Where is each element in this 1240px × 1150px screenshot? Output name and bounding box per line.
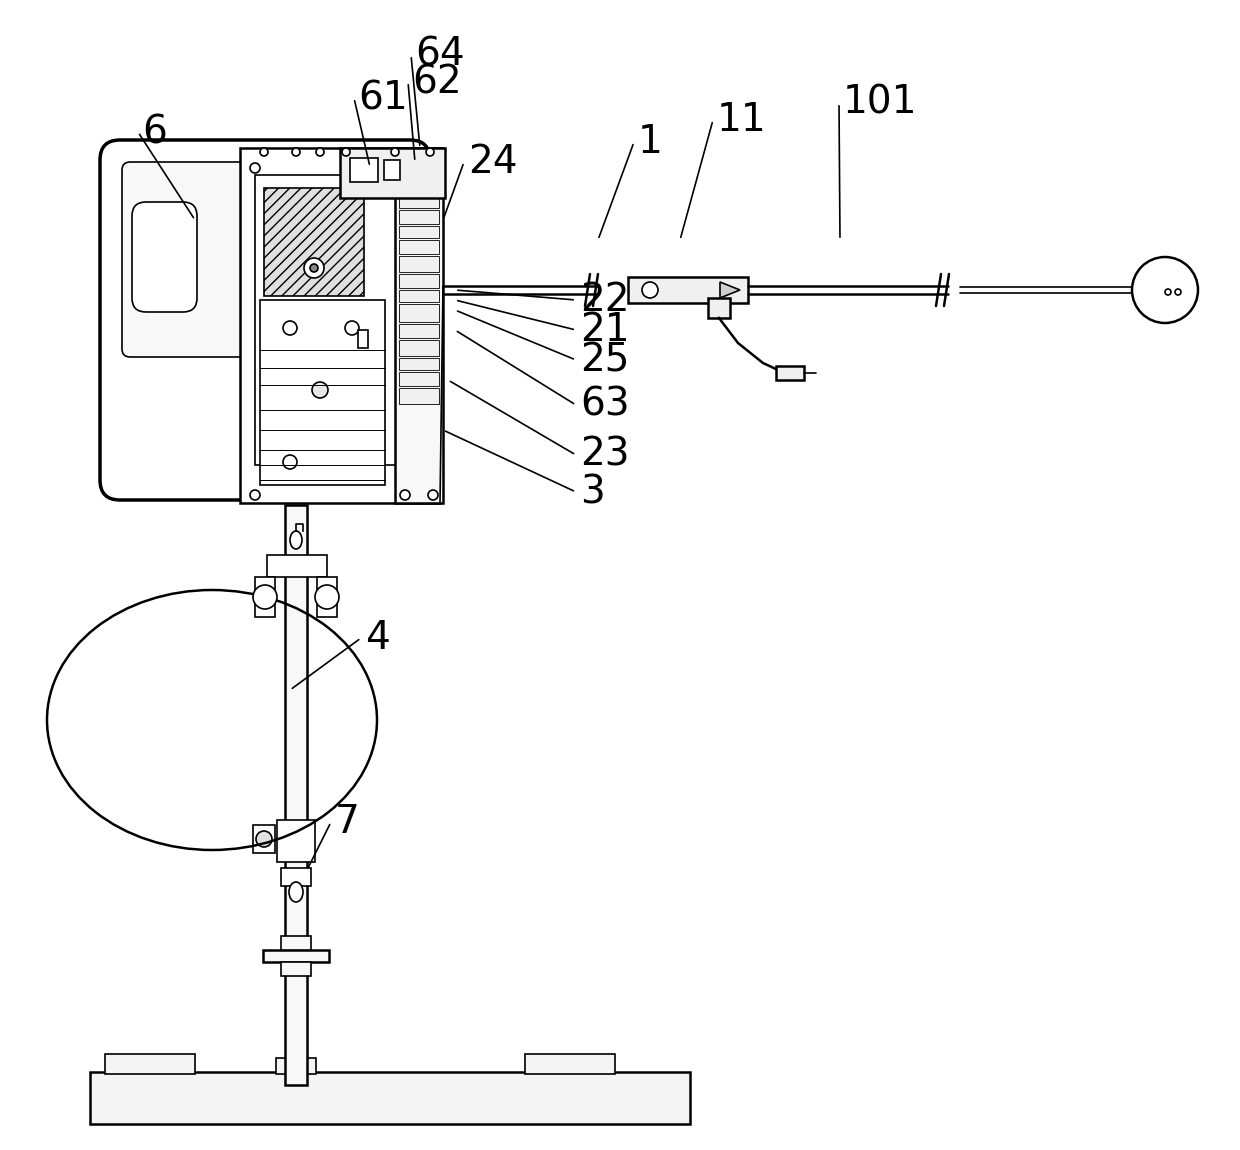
Circle shape <box>255 831 272 848</box>
Bar <box>384 160 401 181</box>
Bar <box>317 577 337 618</box>
Circle shape <box>428 490 438 500</box>
Text: 22: 22 <box>580 281 630 319</box>
Text: 101: 101 <box>843 84 918 122</box>
Text: 62: 62 <box>412 63 461 101</box>
Text: 25: 25 <box>580 342 630 380</box>
Circle shape <box>250 490 260 500</box>
Bar <box>241 148 440 503</box>
Circle shape <box>260 148 268 156</box>
Circle shape <box>310 264 317 273</box>
Bar <box>399 340 439 356</box>
Circle shape <box>401 490 410 500</box>
Bar <box>255 577 275 618</box>
Bar <box>399 256 439 273</box>
Text: 1: 1 <box>639 123 663 161</box>
Bar <box>399 176 439 190</box>
Circle shape <box>253 585 277 610</box>
Bar <box>399 192 439 208</box>
FancyBboxPatch shape <box>100 140 430 500</box>
Text: 23: 23 <box>580 436 630 474</box>
Circle shape <box>345 321 360 335</box>
Bar <box>91 1072 689 1124</box>
Circle shape <box>401 151 410 161</box>
Bar <box>277 820 315 862</box>
Bar <box>399 227 439 238</box>
Circle shape <box>391 148 399 156</box>
Circle shape <box>304 258 324 278</box>
Circle shape <box>1166 289 1171 296</box>
Bar <box>399 304 439 322</box>
Text: 6: 6 <box>143 113 167 151</box>
Circle shape <box>283 455 298 469</box>
Text: 3: 3 <box>580 473 605 511</box>
Bar <box>255 175 425 465</box>
Circle shape <box>1132 256 1198 323</box>
Bar <box>399 240 439 254</box>
Bar <box>277 1058 316 1074</box>
Bar <box>399 388 439 404</box>
Circle shape <box>428 151 438 161</box>
Circle shape <box>250 163 260 172</box>
Bar <box>399 371 439 386</box>
Text: 7: 7 <box>335 803 360 841</box>
Bar <box>264 187 365 296</box>
Bar <box>267 555 327 577</box>
Bar <box>399 324 439 338</box>
FancyBboxPatch shape <box>122 162 298 356</box>
Bar <box>399 290 439 302</box>
Circle shape <box>283 321 298 335</box>
Ellipse shape <box>289 882 303 902</box>
Bar <box>281 936 311 950</box>
Bar <box>281 963 311 976</box>
Bar <box>260 300 384 485</box>
Bar <box>350 158 378 182</box>
Bar <box>396 148 443 503</box>
Bar <box>525 1055 615 1074</box>
Text: 24: 24 <box>467 143 517 181</box>
Bar <box>253 825 275 853</box>
Ellipse shape <box>290 531 303 549</box>
Bar <box>263 950 329 963</box>
Bar <box>105 1055 195 1074</box>
Bar <box>776 366 804 380</box>
Circle shape <box>315 585 339 610</box>
Circle shape <box>316 148 324 156</box>
Bar <box>340 148 445 198</box>
Bar <box>399 156 439 174</box>
Text: 4: 4 <box>365 619 389 657</box>
Bar <box>285 505 308 1084</box>
Bar <box>358 330 368 348</box>
Circle shape <box>312 382 329 398</box>
Text: 21: 21 <box>580 310 630 348</box>
Circle shape <box>422 163 432 172</box>
Bar <box>708 298 730 319</box>
Polygon shape <box>720 282 740 298</box>
Circle shape <box>422 490 432 500</box>
Bar <box>281 868 311 886</box>
FancyBboxPatch shape <box>131 202 197 312</box>
Text: 64: 64 <box>415 36 465 74</box>
Text: 61: 61 <box>358 79 408 117</box>
Bar <box>399 210 439 224</box>
Text: 11: 11 <box>717 101 766 139</box>
Circle shape <box>342 148 350 156</box>
Circle shape <box>291 148 300 156</box>
Bar <box>399 274 439 288</box>
Circle shape <box>642 282 658 298</box>
Bar <box>627 277 748 302</box>
Circle shape <box>1176 289 1180 296</box>
Text: 63: 63 <box>580 386 630 424</box>
Bar <box>399 358 439 370</box>
Circle shape <box>427 148 434 156</box>
